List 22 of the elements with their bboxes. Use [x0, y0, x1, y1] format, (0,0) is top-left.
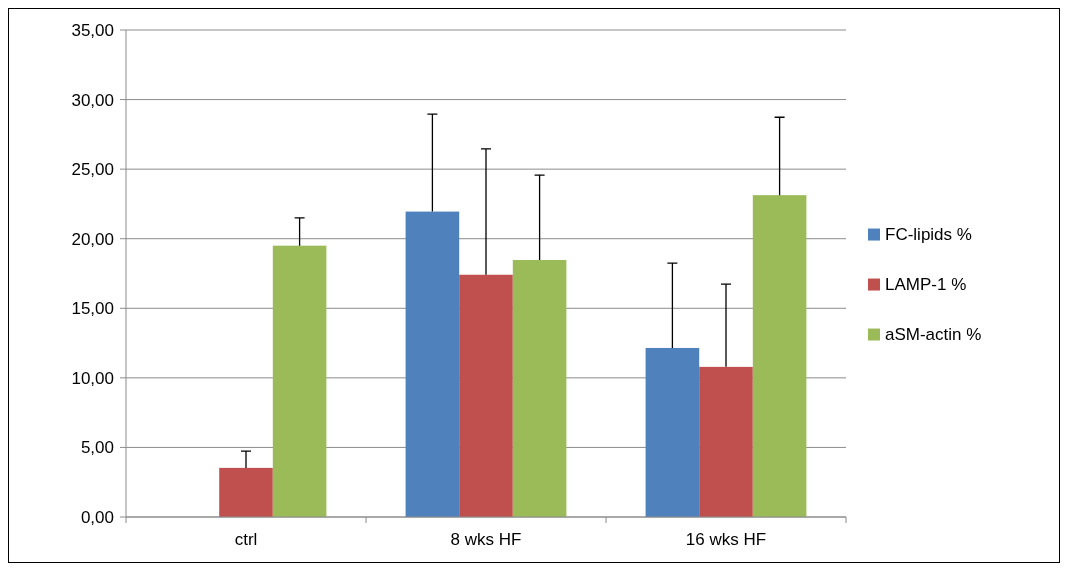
bar — [219, 467, 273, 517]
x-tick-label: ctrl — [234, 530, 258, 549]
legend-label: aSM-actin % — [885, 325, 982, 345]
y-tick-label: 15,00 — [71, 299, 114, 319]
y-tick-label: 5,00 — [80, 438, 114, 458]
y-tick-label: 10,00 — [71, 368, 114, 388]
bar — [512, 260, 567, 517]
legend-label: FC-lipids % — [885, 225, 972, 245]
x-tick-label: 16 wks HF — [685, 530, 767, 549]
y-tick-label: 30,00 — [71, 90, 114, 110]
bar — [272, 245, 327, 517]
bar — [459, 274, 513, 517]
bar — [645, 347, 700, 517]
y-tick-label: 25,00 — [71, 160, 114, 180]
bar — [405, 211, 460, 517]
bar — [699, 366, 753, 517]
x-tick-label: 8 wks HF — [450, 530, 522, 549]
y-tick-label: 20,00 — [71, 229, 114, 249]
legend-label: LAMP-1 % — [885, 275, 967, 295]
y-tick-label: 35,00 — [71, 20, 114, 40]
bar — [752, 195, 807, 517]
y-tick-label: 0,00 — [80, 507, 114, 527]
